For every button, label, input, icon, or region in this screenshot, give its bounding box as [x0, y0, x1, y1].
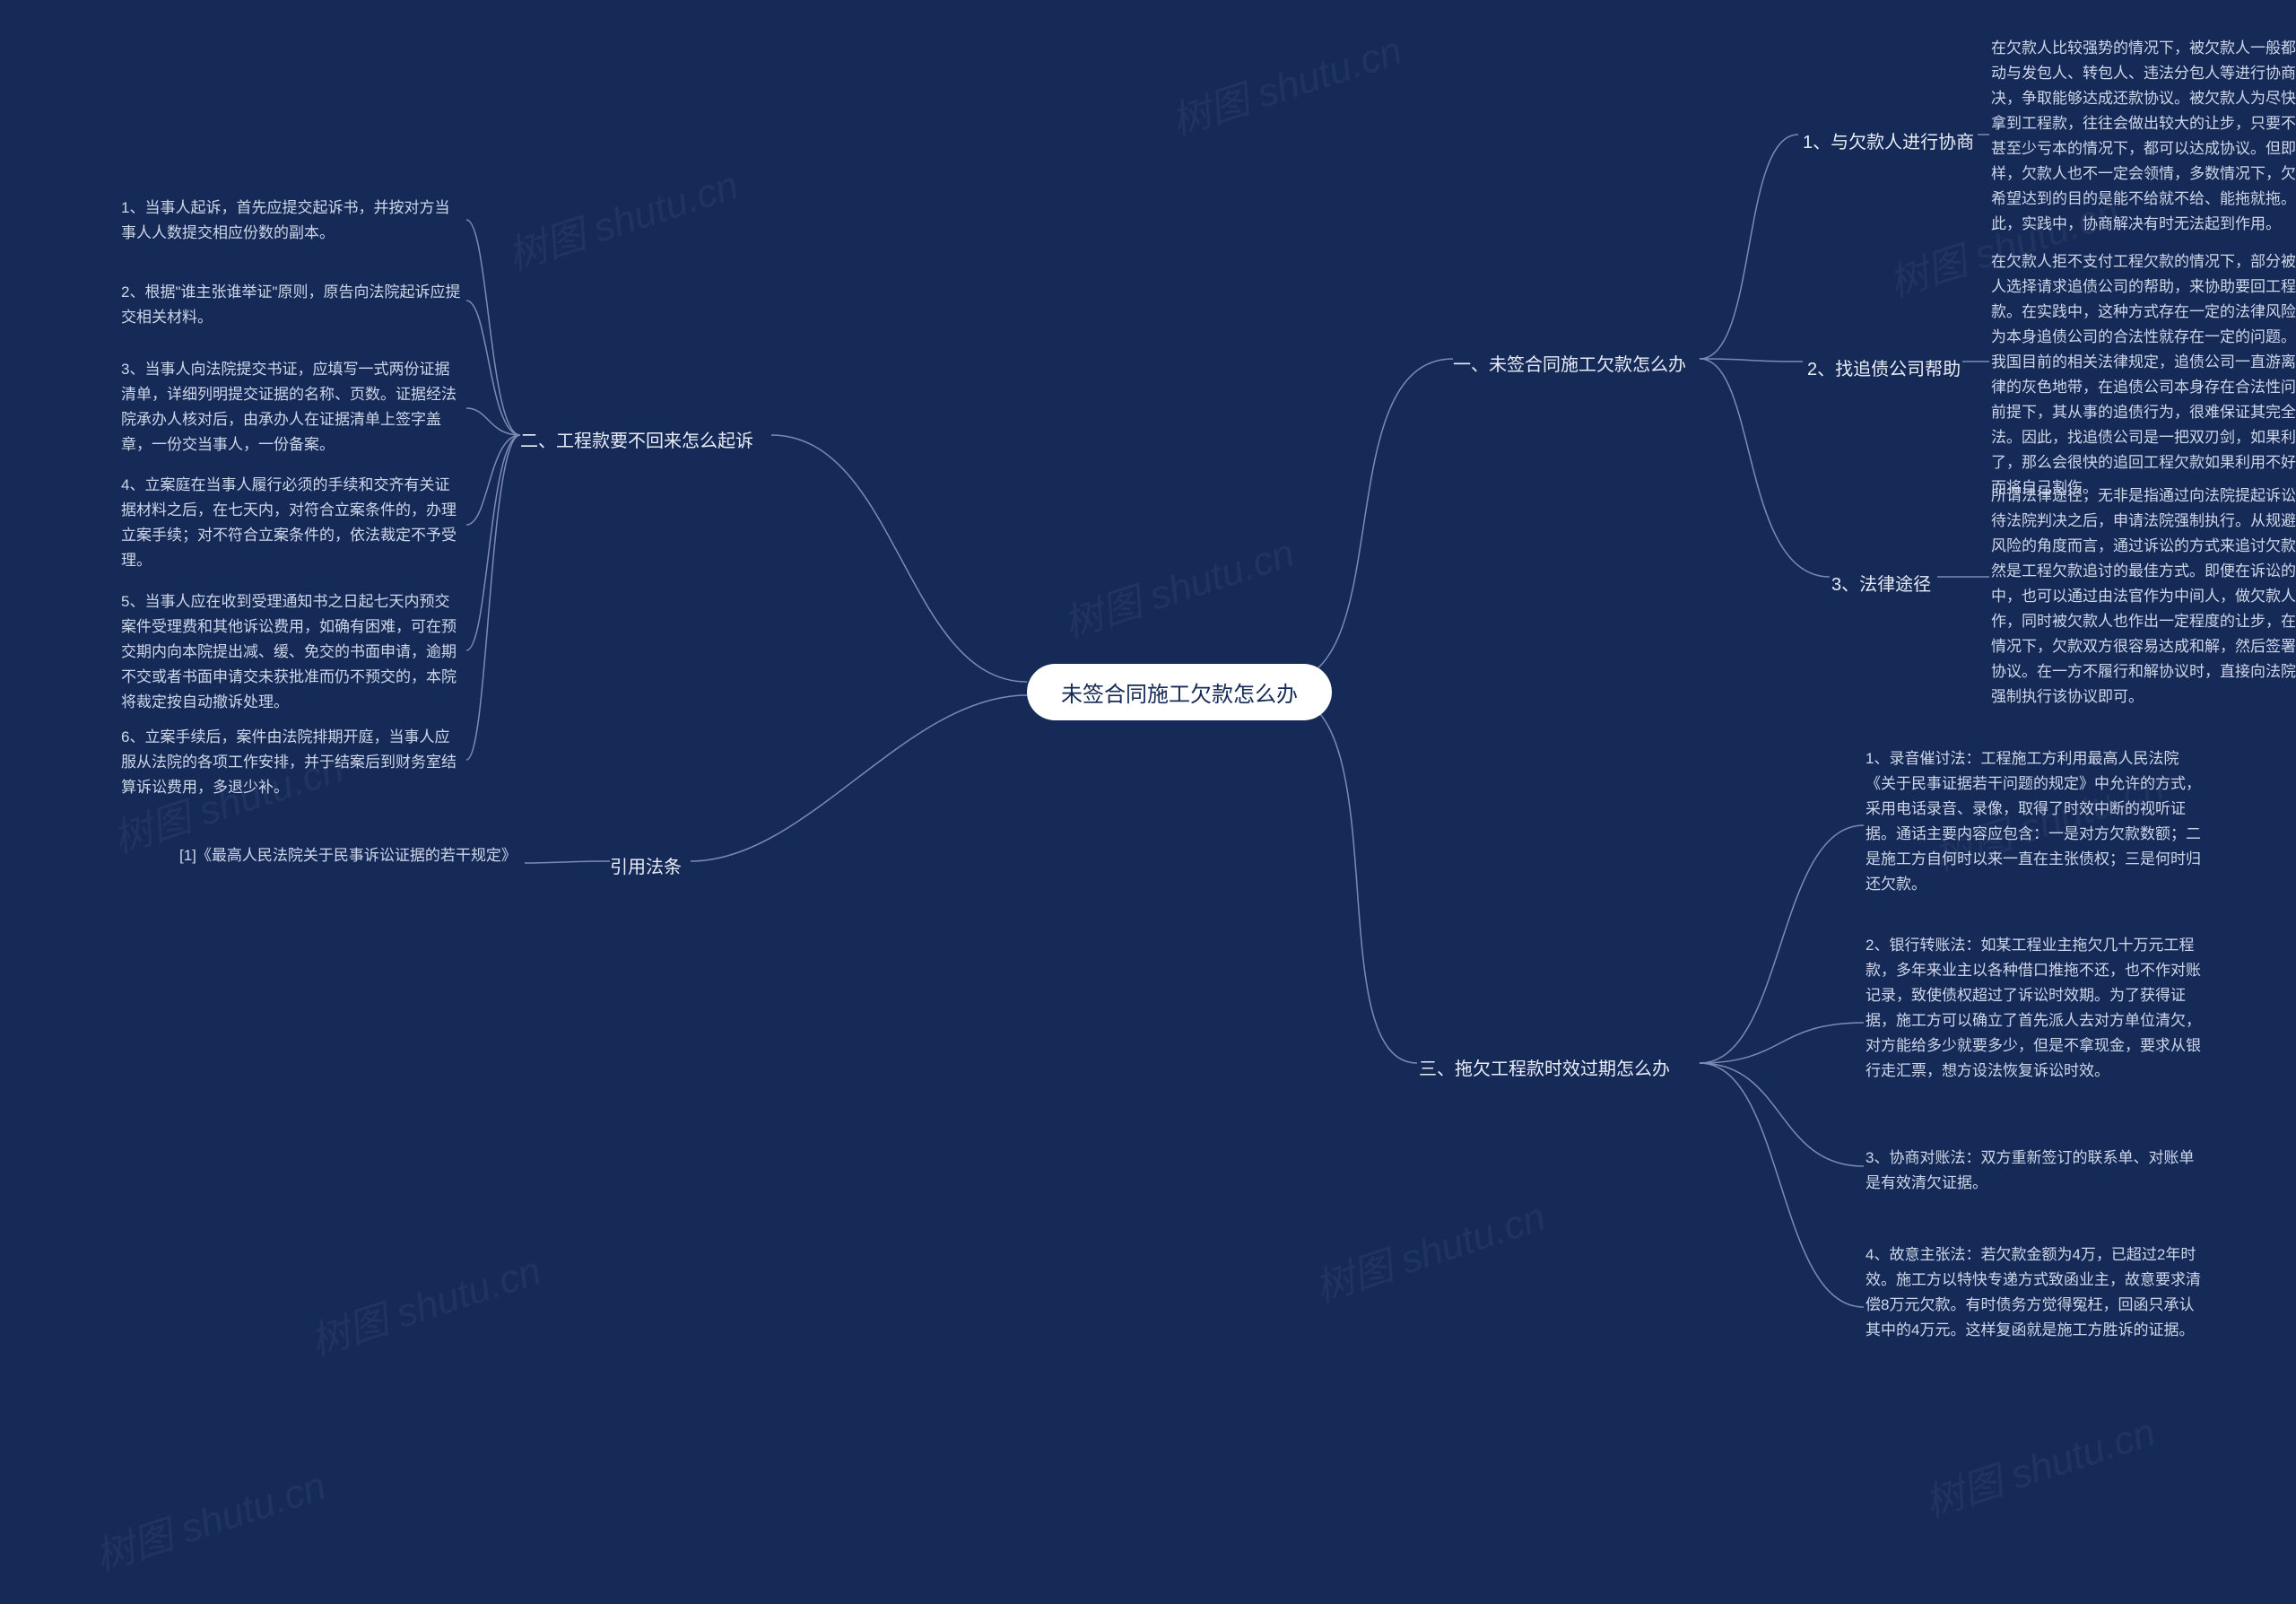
watermark: 树图 shutu.cn — [302, 1238, 547, 1366]
branch-2-child-2-text: 2、根据"谁主张谁举证"原则，原告向法院起诉应提交相关材料。 — [121, 280, 462, 330]
branch-3-child-2-text: 2、银行转账法：如某工程业主拖欠几十万元工程款，多年来业主以各种借口推拖不还，也… — [1866, 933, 2206, 1084]
branch-2-child-1-text: 1、当事人起诉，首先应提交起诉书，并按对方当事人人数提交相应份数的副本。 — [121, 196, 462, 246]
branch-4-child-1-text: [1]《最高人民法院关于民事诉讼证据的若干规定》 — [179, 843, 520, 868]
watermark: 树图 shutu.cn — [1307, 1184, 1552, 1312]
branch-1-child-1-text: 在欠款人比较强势的情况下，被欠款人一般都会主动与发包人、转包人、违法分包人等进行… — [1991, 36, 2296, 237]
branch-2-child-6-text: 6、立案手续后，案件由法院排期开庭，当事人应服从法院的各项工作安排，并于结案后到… — [121, 725, 462, 800]
branch-1-child-1-label: 1、与欠款人进行协商 — [1803, 127, 1974, 153]
central-node: 未签合同施工欠款怎么办 — [1027, 664, 1332, 720]
watermark: 树图 shutu.cn — [500, 153, 744, 281]
branch-3-child-4-text: 4、故意主张法：若欠款金额为4万，已超过2年时效。施工方以特快专递方式致函业主，… — [1866, 1242, 2206, 1343]
branch-3-label: 三、拖欠工程款时效过期怎么办 — [1419, 1054, 1670, 1080]
branch-2-label: 二、工程款要不回来怎么起诉 — [520, 426, 753, 452]
branch-1-child-3-label: 3、法律途径 — [1831, 570, 1931, 596]
branch-2-child-3-text: 3、当事人向法院提交书证，应填写一式两份证据清单，详细列明提交证据的名称、页数。… — [121, 357, 462, 458]
branch-2-child-4-text: 4、立案庭在当事人履行必须的手续和交齐有关证据材料之后，在七天内，对符合立案条件… — [121, 473, 462, 573]
branch-3-child-1-text: 1、录音催讨法：工程施工方利用最高人民法院《关于民事证据若干问题的规定》中允许的… — [1866, 746, 2206, 897]
watermark: 树图 shutu.cn — [1917, 1399, 2161, 1528]
branch-1-child-2-text: 在欠款人拒不支付工程欠款的情况下，部分被欠款人选择请求追债公司的帮助，来协助要回… — [1991, 249, 2296, 501]
watermark: 树图 shutu.cn — [87, 1453, 332, 1582]
branch-3-child-3-text: 3、协商对账法：双方重新签订的联系单、对账单是有效清欠证据。 — [1866, 1146, 2206, 1196]
branch-1-label: 一、未签合同施工欠款怎么办 — [1453, 350, 1686, 376]
watermark: 树图 shutu.cn — [1056, 520, 1300, 649]
branch-2-child-5-text: 5、当事人应在收到受理通知书之日起七天内预交案件受理费和其他诉讼费用，如确有困难… — [121, 589, 462, 715]
branch-4-label: 引用法条 — [610, 852, 682, 878]
branch-1-child-2-label: 2、找追债公司帮助 — [1807, 354, 1961, 380]
watermark: 树图 shutu.cn — [1163, 18, 1408, 146]
branch-1-child-3-text: 所谓法律途径，无非是指通过向法院提起诉讼，等待法院判决之后，申请法院强制执行。从… — [1991, 484, 2296, 710]
